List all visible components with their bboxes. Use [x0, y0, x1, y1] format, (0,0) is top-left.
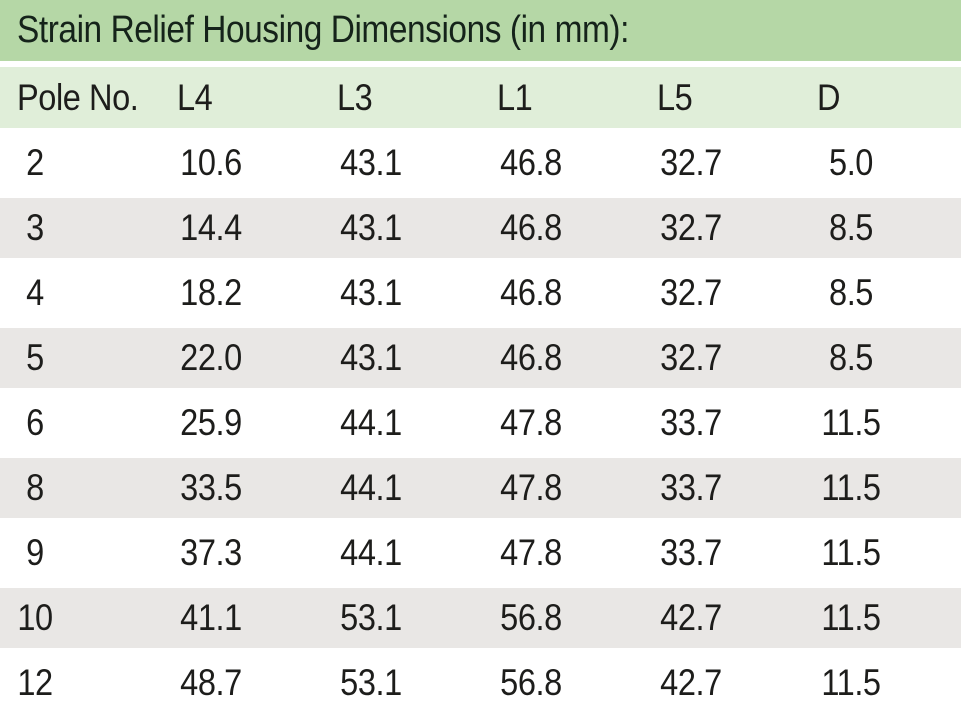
cell-pole-no: 5 [26, 337, 44, 378]
cell-d: 8.5 [829, 207, 873, 248]
cell-l4: 48.7 [180, 662, 242, 703]
cell-d: 11.5 [821, 532, 881, 573]
column-header-l4: L4 [177, 76, 213, 118]
cell-l1: 47.8 [500, 532, 562, 573]
cell-l1: 47.8 [500, 402, 562, 443]
column-header-l5: L5 [657, 76, 693, 118]
cell-d: 11.5 [821, 597, 881, 638]
table-title: Strain Relief Housing Dimensions (in mm)… [17, 9, 629, 51]
table-row: 4 18.2 43.1 46.8 32.7 8.5 [0, 263, 961, 323]
cell-l1: 46.8 [500, 272, 562, 313]
cell-d: 11.5 [821, 402, 881, 443]
cell-l1: 56.8 [500, 597, 562, 638]
table-title-bar: Strain Relief Housing Dimensions (in mm)… [0, 0, 961, 61]
cell-l5: 32.7 [660, 337, 722, 378]
column-header-pole-no: Pole No. [17, 76, 139, 118]
cell-l3: 43.1 [340, 207, 402, 248]
cell-l3: 44.1 [340, 467, 402, 508]
cell-pole-no: 3 [26, 207, 44, 248]
cell-l4: 25.9 [180, 402, 242, 443]
cell-l4: 33.5 [180, 467, 242, 508]
cell-pole-no: 10 [17, 597, 53, 638]
cell-l5: 33.7 [660, 532, 722, 573]
column-header-l1: L1 [497, 76, 533, 118]
cell-l4: 37.3 [180, 532, 242, 573]
cell-pole-no: 6 [26, 402, 44, 443]
cell-l1: 46.8 [500, 337, 562, 378]
cell-l1: 47.8 [500, 467, 562, 508]
cell-l1: 56.8 [500, 662, 562, 703]
cell-pole-no: 12 [17, 662, 53, 703]
cell-d: 11.5 [821, 662, 881, 703]
cell-l4: 10.6 [180, 142, 242, 183]
cell-l1: 46.8 [500, 142, 562, 183]
cell-d: 8.5 [829, 272, 873, 313]
cell-l3: 44.1 [340, 402, 402, 443]
cell-l3: 53.1 [340, 597, 402, 638]
cell-l3: 43.1 [340, 272, 402, 313]
cell-l4: 14.4 [180, 207, 242, 248]
cell-pole-no: 2 [26, 142, 44, 183]
table-row: 3 14.4 43.1 46.8 32.7 8.5 [0, 198, 961, 258]
cell-pole-no: 4 [26, 272, 44, 313]
cell-l5: 32.7 [660, 207, 722, 248]
table-row: 12 48.7 53.1 56.8 42.7 11.5 [0, 653, 961, 713]
cell-l1: 46.8 [500, 207, 562, 248]
table-row: 5 22.0 43.1 46.8 32.7 8.5 [0, 328, 961, 388]
table-row: 6 25.9 44.1 47.8 33.7 11.5 [0, 393, 961, 453]
cell-l3: 44.1 [340, 532, 402, 573]
table-row: 10 41.1 53.1 56.8 42.7 11.5 [0, 588, 961, 648]
cell-l5: 42.7 [660, 662, 722, 703]
cell-l5: 32.7 [660, 272, 722, 313]
cell-pole-no: 8 [26, 467, 44, 508]
table-row: 9 37.3 44.1 47.8 33.7 11.5 [0, 523, 961, 583]
cell-l5: 32.7 [660, 142, 722, 183]
cell-d: 8.5 [829, 337, 873, 378]
cell-l4: 22.0 [180, 337, 242, 378]
cell-l5: 42.7 [660, 597, 722, 638]
cell-l3: 53.1 [340, 662, 402, 703]
cell-d: 5.0 [829, 142, 873, 183]
cell-l5: 33.7 [660, 402, 722, 443]
cell-l3: 43.1 [340, 142, 402, 183]
cell-l4: 18.2 [180, 272, 242, 313]
table-header-row: Pole No. L4 L3 L1 L5 D [0, 67, 961, 128]
table-body: 2 10.6 43.1 46.8 32.7 5.0 3 14.4 [0, 133, 961, 713]
column-header-l3: L3 [337, 76, 373, 118]
cell-l5: 33.7 [660, 467, 722, 508]
table-row: 2 10.6 43.1 46.8 32.7 5.0 [0, 133, 961, 193]
cell-l3: 43.1 [340, 337, 402, 378]
cell-d: 11.5 [821, 467, 881, 508]
cell-pole-no: 9 [26, 532, 44, 573]
cell-l4: 41.1 [180, 597, 242, 638]
column-header-d: D [817, 76, 841, 118]
table-row: 8 33.5 44.1 47.8 33.7 11.5 [0, 458, 961, 518]
